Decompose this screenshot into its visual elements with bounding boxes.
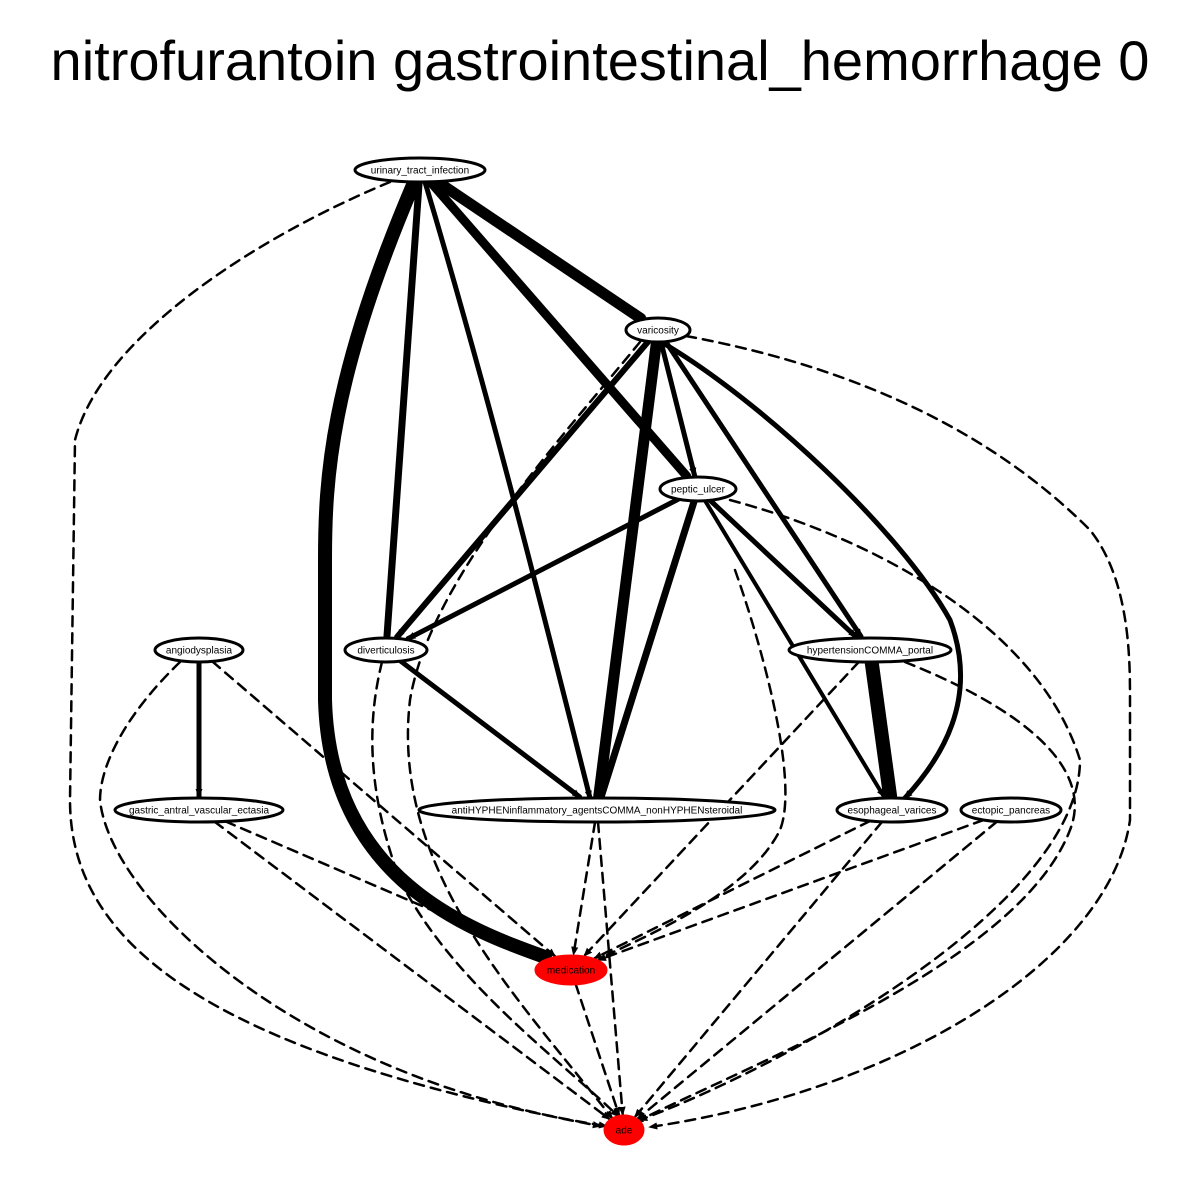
edge-varicosity-to-hypertension_portal	[663, 339, 864, 639]
node-nsaid-shape	[417, 796, 777, 824]
node-urinary_tract_infection-shape	[353, 156, 487, 184]
edge-nsaid-to-ade	[596, 820, 626, 1116]
edge-gave-to-ade	[213, 820, 611, 1121]
edge-medication-to-ade	[574, 982, 621, 1117]
node-ectopic_pancreas-label: ectopic_pancreas	[972, 806, 1050, 817]
node-diverticulosis-shape	[343, 636, 429, 664]
edge-varicosity-to-esophageal_varices	[660, 340, 963, 801]
edge-gave-to-medication	[224, 820, 547, 961]
node-esophageal_varices-shape	[835, 796, 949, 824]
node-esophageal_varices-label: esophageal_varices	[848, 806, 937, 817]
edge-ectopic_pancreas-to-medication	[597, 818, 985, 962]
node-ectopic_pancreas-shape	[959, 796, 1063, 824]
edge-ectopic_pancreas-to-ade	[636, 820, 999, 1120]
edge-esophageal_varices-to-medication	[593, 819, 872, 960]
node-diverticulosis-label: diverticulosis	[357, 646, 414, 657]
edge-esophageal_varices-to-ade	[634, 820, 884, 1118]
node-varicosity-shape	[624, 316, 692, 344]
node-nsaid-label: antiHYPHENinflammatory_agentsCOMMA_nonHY…	[452, 806, 743, 817]
node-diverticulosis: diverticulosis	[343, 636, 429, 664]
edge-urinary_tract_infection-to-ade	[68, 180, 602, 1129]
node-gave-shape	[113, 796, 285, 824]
node-medication-label: medication	[547, 966, 595, 977]
node-angiodysplasia-shape	[153, 636, 245, 664]
edge-urinary_tract_infection-to-varicosity	[431, 176, 647, 324]
node-ade-label: ade	[616, 1126, 633, 1137]
edge-urinary_tract_infection-to-medication	[318, 178, 552, 964]
node-angiodysplasia-label: angiodysplasia	[166, 646, 233, 657]
edge-diverticulosis-to-ade	[371, 660, 620, 1118]
node-hypertension_portal-label: hypertensionCOMMA_portal	[807, 646, 933, 657]
edge-varicosity-to-ade	[406, 340, 642, 1120]
node-peptic_ulcer-label: peptic_ulcer	[671, 485, 726, 496]
edge-hypertension_portal-to-ade	[634, 660, 1076, 1124]
edge-hypertension_portal-to-esophageal_varices	[864, 654, 898, 804]
edge-urinary_tract_infection-to-diverticulosis	[383, 178, 423, 640]
edge-varicosity-to-ade	[648, 334, 1132, 1130]
node-hypertension_portal: hypertensionCOMMA_portal	[787, 636, 953, 664]
edge-diverticulosis-to-nsaid	[398, 658, 583, 800]
edge-peptic_ulcer-to-ade	[638, 498, 1082, 1122]
edge-peptic_ulcer-to-hypertension_portal	[707, 497, 859, 640]
node-ade: ade	[603, 1114, 645, 1146]
node-angiodysplasia: angiodysplasia	[153, 636, 245, 664]
node-medication: medication	[534, 954, 608, 986]
node-hypertension_portal-shape	[787, 636, 953, 664]
node-peptic_ulcer-shape	[658, 475, 738, 503]
edge-angiodysplasia-to-medication	[211, 660, 557, 958]
node-esophageal_varices: esophageal_varices	[835, 796, 949, 824]
node-ade-shape	[603, 1114, 645, 1146]
edge-varicosity-to-diverticulosis	[394, 338, 652, 640]
node-gave: gastric_antral_vascular_ectasia	[113, 796, 285, 824]
graph-title: nitrofurantoin gastrointestinal_hemorrha…	[50, 29, 1150, 92]
node-medication-shape	[534, 954, 608, 986]
node-varicosity-label: varicosity	[637, 326, 679, 337]
edge-varicosity-to-nsaid	[593, 336, 662, 802]
node-varicosity: varicosity	[624, 316, 692, 344]
node-urinary_tract_infection-label: urinary_tract_infection	[371, 166, 469, 177]
edge-varicosity-to-peptic_ulcer	[658, 339, 698, 478]
node-ectopic_pancreas: ectopic_pancreas	[959, 796, 1063, 824]
node-peptic_ulcer: peptic_ulcer	[658, 475, 738, 503]
node-nsaid: antiHYPHENinflammatory_agentsCOMMA_nonHY…	[417, 796, 777, 824]
node-urinary_tract_infection: urinary_tract_infection	[353, 156, 487, 184]
edge-peptic_ulcer-to-diverticulosis	[405, 496, 681, 642]
edge-peptic_ulcer-to-nsaid	[597, 497, 698, 800]
edge-angiodysplasia-to-ade	[98, 660, 608, 1129]
edge-nsaid-to-medication	[571, 820, 597, 956]
edge-hypertension_portal-to-medication	[583, 660, 861, 957]
edge-peptic_ulcer-to-medication	[605, 568, 787, 957]
node-gave-label: gastric_antral_vascular_ectasia	[129, 806, 270, 817]
